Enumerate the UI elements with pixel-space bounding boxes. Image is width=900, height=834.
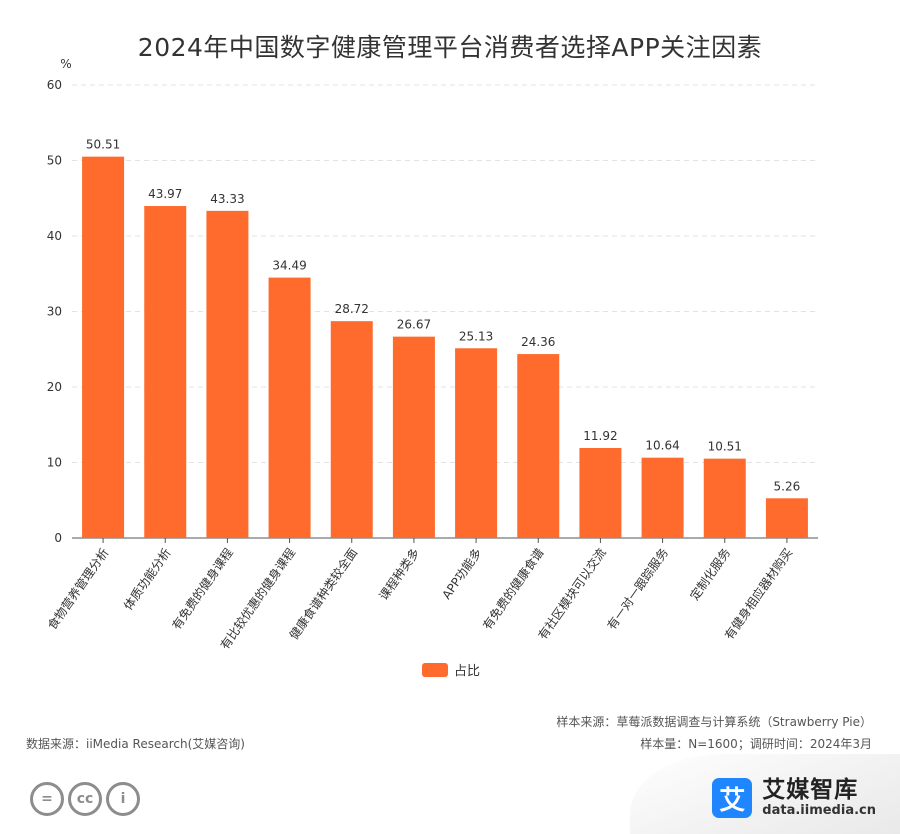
bar [703,458,746,538]
bar [268,277,311,538]
data-label: 24.36 [521,335,555,349]
data-label: 5.26 [774,479,801,493]
bar [641,457,684,538]
bar [206,210,249,538]
data-label: 11.92 [583,429,617,443]
bar [517,354,560,538]
x-tick-label: 课程种类多 [376,545,423,603]
y-tick-label: 0 [54,531,62,545]
bar [765,498,808,538]
logo-url: data.iimedia.cn [762,802,876,818]
nd-license-icon: = [30,782,64,816]
sample-source: 样本来源：草莓派数据调查与计算系统（Strawberry Pie） [556,715,872,729]
sample-info: 样本量：N=1600；调研时间：2024年3月 [640,737,872,751]
x-tick-label: 有免费的健康食谱 [479,545,546,632]
chart-title: 2024年中国数字健康管理平台消费者选择APP关注因素 [137,33,763,62]
data-label: 26.67 [397,318,431,332]
x-tick-label: 定制化服务 [686,545,733,603]
y-tick-label: 40 [47,229,62,243]
bar [330,321,373,538]
license-badges: = cc i [30,782,140,816]
bar [82,156,125,538]
y-unit-label: % [60,57,71,71]
data-source: 数据来源：iiMedia Research(艾媒咨询) [26,737,245,751]
logo-name: 艾媒智库 [762,777,859,804]
y-tick-label: 50 [47,154,62,168]
y-tick-label: 60 [47,78,62,92]
y-tick-label: 30 [47,305,62,319]
corner-decoration [630,754,900,834]
by-license-icon: i [106,782,140,816]
legend[interactable]: 占比 [422,660,480,679]
x-tick-label: APP功能多 [439,546,484,602]
y-tick-label: 20 [47,380,62,394]
x-tick-label: 健康食谱种类较全面 [286,545,360,642]
legend-label: 占比 [454,664,481,679]
bar [144,206,187,539]
data-label: 50.51 [86,138,120,152]
x-tick-label: 有健身相应器材购买 [721,545,795,642]
y-tick-label: 10 [47,456,62,470]
x-tick-label: 食物营养管理分析 [44,545,111,632]
bar [455,348,498,538]
brand-logo[interactable]: 艾 艾媒智库 data.iimedia.cn [712,777,876,818]
data-label: 25.13 [459,329,493,343]
bar [392,336,435,538]
logo-icon: 艾 [712,778,753,818]
x-tick-label: 有免费的健身课程 [169,545,236,632]
data-label: 28.72 [335,302,369,316]
x-tick-label: 有一对一跟踪服务 [604,545,671,632]
data-label: 43.33 [210,192,244,206]
data-label: 34.49 [272,259,306,273]
legend-swatch [422,662,448,677]
bar-chart: % 0 10 20 30 40 50 60 50.51 食物营养管理分析 43.97 体质功能分析 43… [44,57,818,652]
data-label: 43.97 [148,187,182,201]
data-label: 10.64 [645,439,679,453]
bar [579,448,622,538]
data-label: 10.51 [708,440,742,454]
x-tick-label: 体质功能分析 [121,546,174,613]
cc-license-icon: cc [68,782,102,816]
x-tick-label: 有社区模块可以交流 [535,545,609,642]
